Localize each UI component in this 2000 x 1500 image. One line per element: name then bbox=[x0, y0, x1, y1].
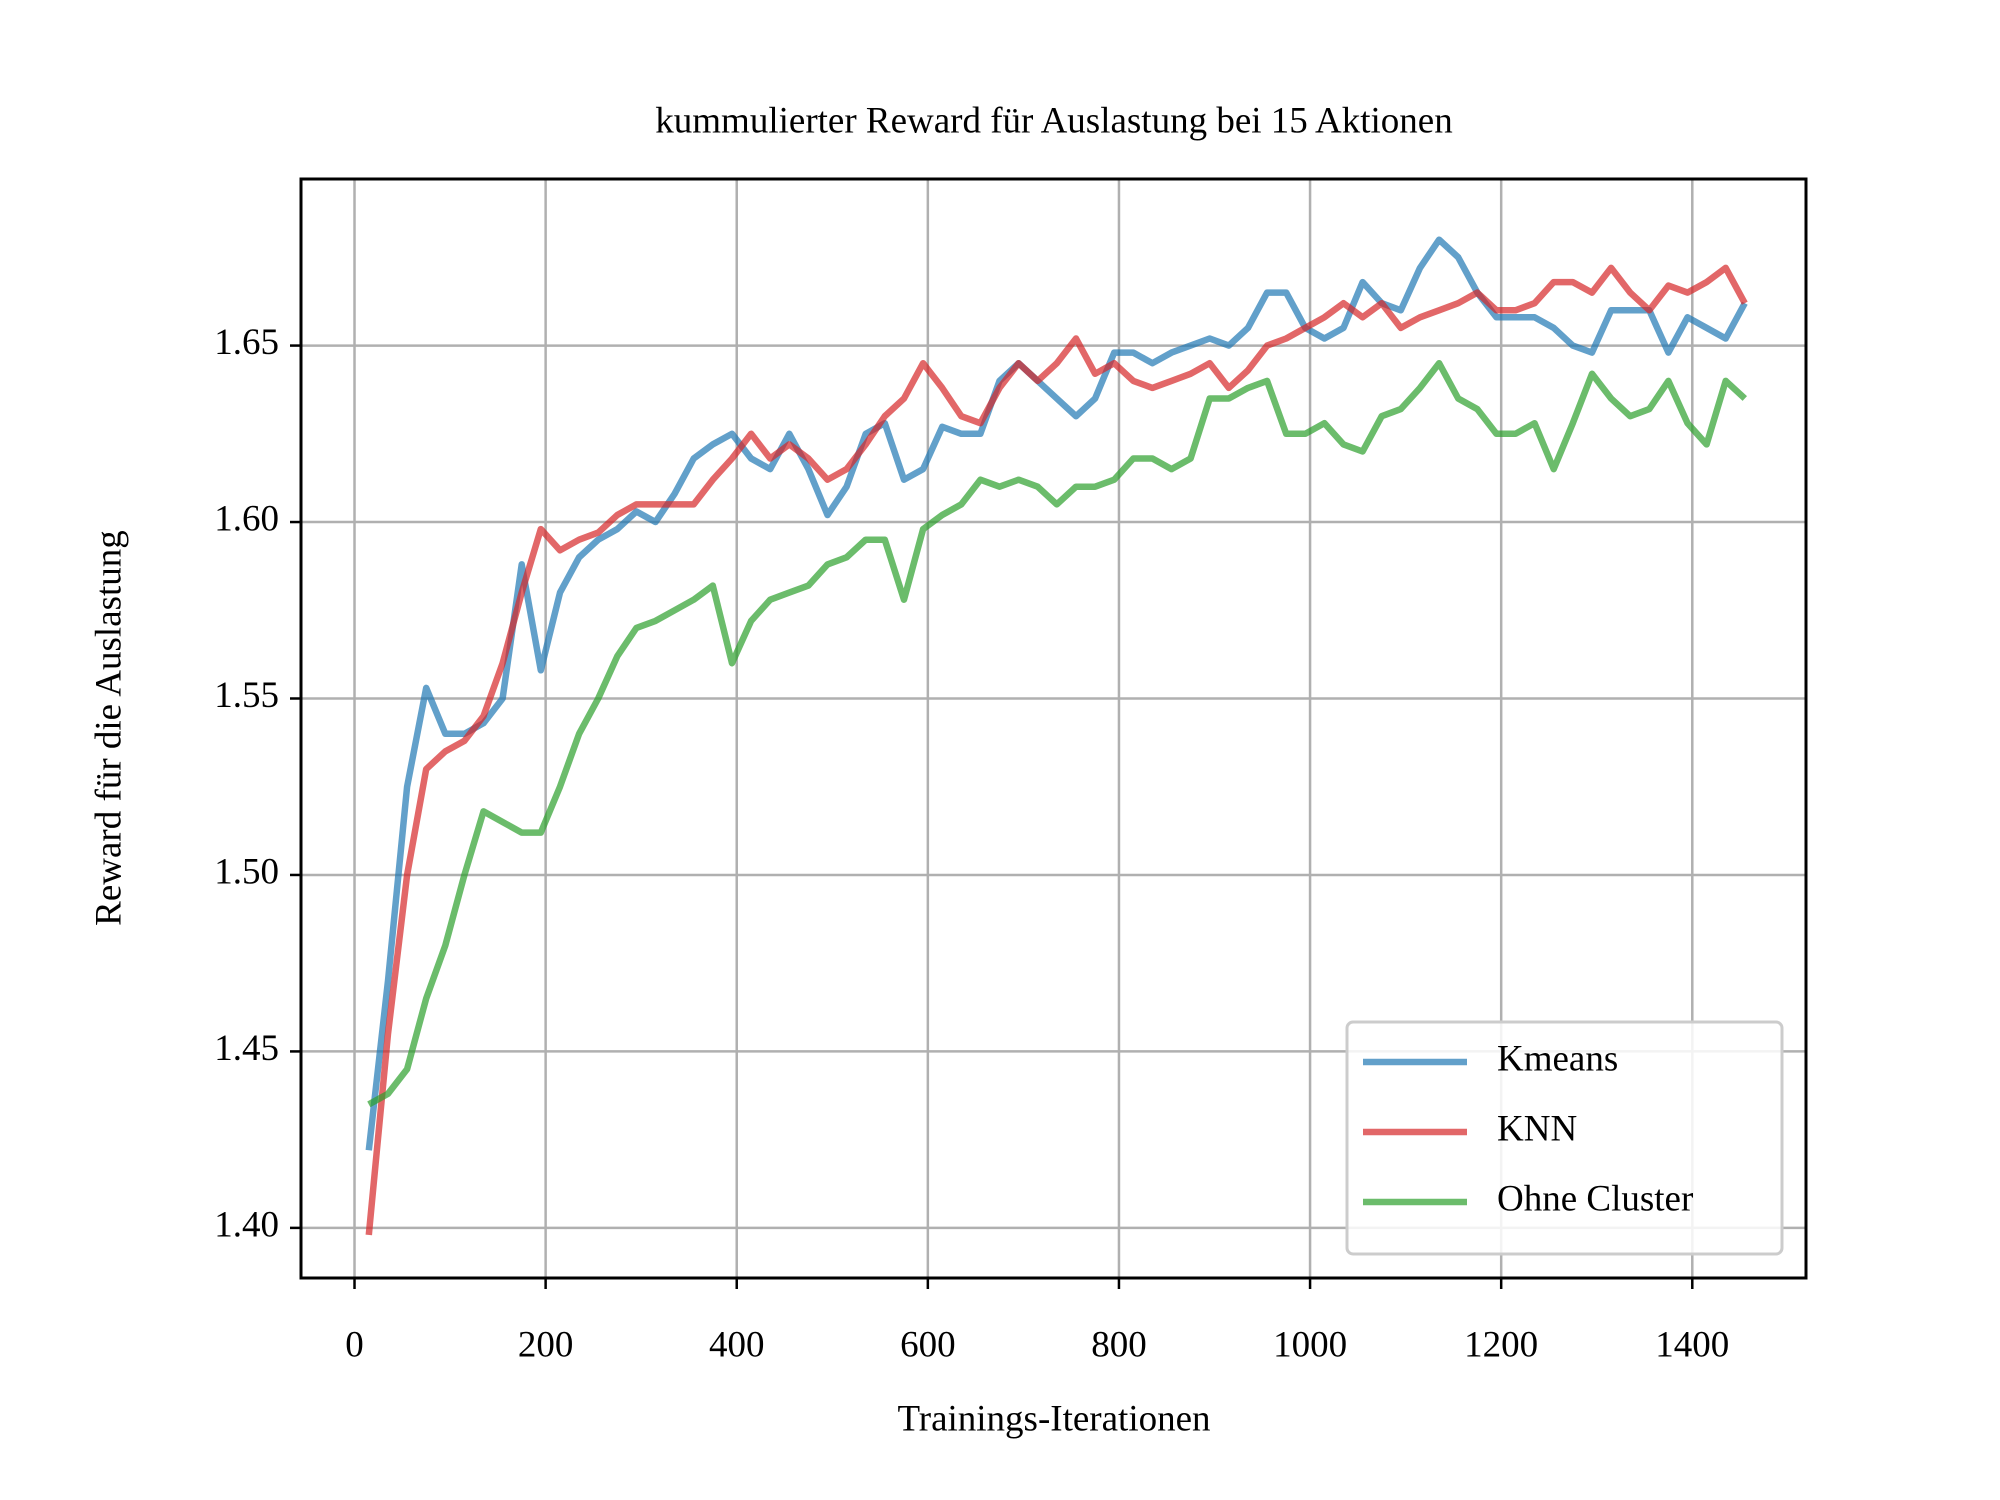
legend-label: KNN bbox=[1497, 1108, 1577, 1149]
y-tick-label: 1.45 bbox=[214, 1028, 279, 1069]
y-tick-label: 1.65 bbox=[214, 322, 279, 363]
series-line bbox=[365, 236, 1748, 1151]
y-tick-label: 1.40 bbox=[214, 1204, 279, 1245]
x-tick-label: 1400 bbox=[1655, 1324, 1729, 1365]
x-tick-label: 400 bbox=[709, 1324, 765, 1365]
chart-title: kummulierter Reward für Auslastung bei 1… bbox=[655, 100, 1452, 141]
legend-label: Ohne Cluster bbox=[1497, 1178, 1693, 1219]
plot-frame bbox=[299, 177, 1808, 1280]
x-tick-label: 200 bbox=[518, 1324, 574, 1365]
x-tick-label: 0 bbox=[345, 1324, 364, 1365]
legend-box bbox=[1345, 1020, 1784, 1256]
legend-label: Kmeans bbox=[1497, 1038, 1618, 1079]
y-axis-label: Reward für die Auslastung bbox=[88, 530, 129, 926]
x-tick-label: 600 bbox=[900, 1324, 956, 1365]
y-tick-label: 1.50 bbox=[214, 851, 279, 892]
x-tick-label: 800 bbox=[1091, 1324, 1147, 1365]
legend: Kmeans KNN Ohne Cluster bbox=[1345, 1020, 1784, 1256]
series-line bbox=[365, 264, 1748, 1236]
y-tick-label: 1.60 bbox=[214, 499, 279, 540]
series-line bbox=[367, 359, 1748, 1108]
x-axis-label: Trainings-Iterationen bbox=[897, 1398, 1210, 1439]
x-tick-label: 1000 bbox=[1273, 1324, 1347, 1365]
x-tick-label: 1200 bbox=[1464, 1324, 1538, 1365]
y-tick-label: 1.55 bbox=[214, 675, 279, 716]
